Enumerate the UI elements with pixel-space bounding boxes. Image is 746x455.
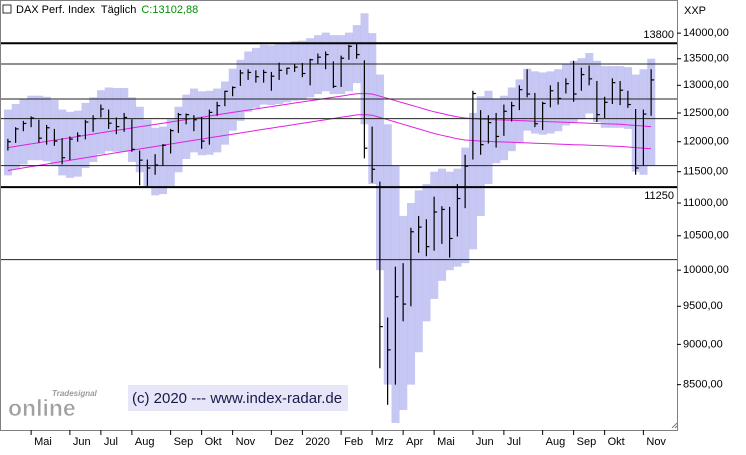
header: DAX Perf. Index Täglich C:13102,88 bbox=[16, 4, 198, 16]
logo-brand: Tradesignal bbox=[52, 389, 98, 398]
x-tick-label: Jun bbox=[476, 436, 494, 448]
x-tick-label: Jul bbox=[104, 436, 118, 448]
band bbox=[345, 32, 354, 92]
x-tick-label: Sep bbox=[174, 436, 194, 448]
y-tick-label: 12000,00 bbox=[683, 136, 729, 148]
x-tick-label: Nov bbox=[646, 436, 666, 448]
plot-area bbox=[0, 13, 677, 423]
last-close: C:13102,88 bbox=[141, 4, 198, 16]
key-level-label: 13800 bbox=[643, 29, 674, 41]
band bbox=[236, 59, 245, 121]
band bbox=[228, 68, 237, 131]
y-tick-label: 13000,00 bbox=[683, 79, 729, 91]
x-tick-label: Aug bbox=[546, 436, 566, 448]
band bbox=[414, 190, 423, 353]
band bbox=[174, 106, 183, 173]
band bbox=[515, 79, 524, 143]
band bbox=[314, 35, 323, 95]
y-tick-label: 10500,00 bbox=[683, 230, 729, 242]
y-tick-label: 10000,00 bbox=[683, 264, 729, 276]
y-tick-label: 9500,00 bbox=[683, 300, 723, 312]
band bbox=[182, 94, 191, 159]
logo-word: online bbox=[8, 395, 76, 421]
x-tick-label: Mai bbox=[437, 436, 455, 448]
band bbox=[73, 110, 82, 177]
y-tick-label: 9000,00 bbox=[683, 338, 723, 350]
x-tick-label: Mai bbox=[34, 436, 52, 448]
symbol-icon bbox=[2, 4, 12, 14]
x-tick-label: Jun bbox=[73, 436, 91, 448]
band bbox=[244, 51, 253, 112]
x-tick-label: Feb bbox=[344, 436, 363, 448]
band bbox=[383, 124, 392, 385]
band bbox=[562, 63, 571, 126]
copyright: (c) 2020 --- www.index-radar.de bbox=[132, 390, 342, 407]
resize-grip bbox=[671, 422, 678, 429]
y-tick-label: 12500,00 bbox=[683, 107, 729, 119]
y-tick-label: 11500,00 bbox=[683, 166, 728, 178]
band bbox=[135, 106, 144, 173]
band bbox=[19, 99, 28, 165]
plot-frame bbox=[0, 0, 678, 431]
interval: Täglich bbox=[101, 4, 136, 16]
x-tick-label: Mrz bbox=[375, 436, 393, 448]
x-tick-label: Aug bbox=[135, 436, 155, 448]
band bbox=[97, 90, 106, 155]
title: DAX Perf. Index bbox=[16, 4, 95, 16]
band bbox=[143, 119, 152, 187]
x-tick-label: Dez bbox=[274, 436, 294, 448]
x-tick-label: Nov bbox=[236, 436, 256, 448]
x-tick-label: Apr bbox=[406, 436, 423, 448]
x-tick-label: Okt bbox=[608, 436, 625, 448]
envelope-line bbox=[7, 92, 652, 149]
y-tick-label: 8500,00 bbox=[683, 379, 723, 391]
y-tick-label: 13500,00 bbox=[683, 53, 729, 65]
band bbox=[523, 68, 532, 131]
band bbox=[213, 88, 222, 153]
band bbox=[476, 96, 485, 216]
band bbox=[469, 112, 478, 250]
band bbox=[376, 74, 385, 271]
x-tick-label: Okt bbox=[205, 436, 222, 448]
y-tick-label: 11000,00 bbox=[683, 197, 728, 209]
axis-unit: XXP bbox=[684, 5, 706, 17]
y-tick-label: 14000,00 bbox=[683, 27, 729, 39]
copyright-box bbox=[128, 385, 348, 411]
key-level-label: 11250 bbox=[644, 190, 674, 202]
band bbox=[27, 95, 36, 161]
x-tick-label: Jul bbox=[507, 436, 521, 448]
x-tick-label: Sep bbox=[577, 436, 597, 448]
band bbox=[368, 33, 377, 185]
x-tick-label: 2020 bbox=[305, 436, 329, 448]
